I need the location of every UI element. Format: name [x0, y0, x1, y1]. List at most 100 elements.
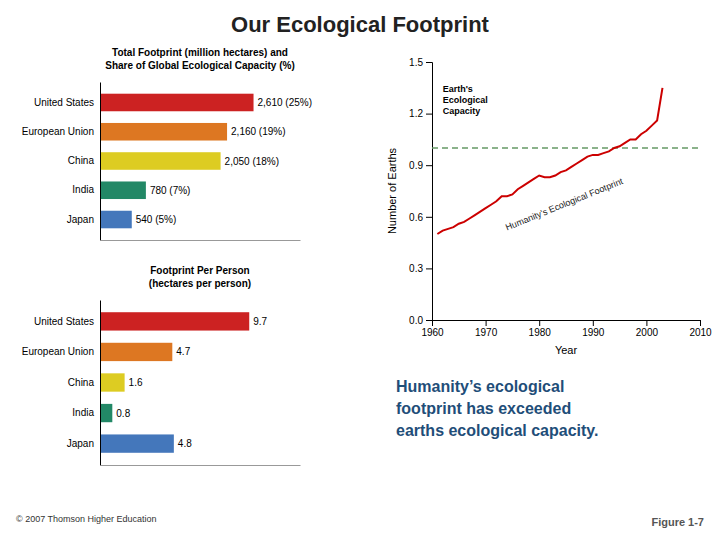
x-tick-label: 1980	[529, 327, 552, 338]
reference-line	[432, 147, 700, 149]
data-label: 4.7	[176, 346, 190, 357]
data-label: 2,160 (19%)	[231, 126, 285, 137]
x-tick-label: 1960	[421, 327, 444, 338]
y-tick-label: 0.3	[409, 263, 423, 274]
y-tick-label: United States	[34, 316, 94, 327]
x-tick: 2000	[636, 320, 659, 338]
y-tick: European Union	[22, 126, 100, 137]
data-label: 2,610 (25%)	[258, 97, 312, 108]
x-tick-mark	[539, 320, 540, 326]
data-label: 9.7	[253, 316, 267, 327]
text-line: Earth's	[443, 84, 473, 94]
y-axis: 0.0 0.3 0.6 0.9 1.2 1.5	[409, 57, 432, 326]
figure-label: Figure 1-7	[651, 516, 704, 528]
y-tick: 0.9	[409, 160, 432, 171]
y-tick: India	[72, 407, 100, 418]
y-tick-mark	[426, 114, 432, 115]
x-axis-line	[101, 240, 301, 241]
x-axis: 1960 1970 1980 1990 2000 2010	[421, 320, 712, 338]
x-tick-label: 1970	[475, 327, 498, 338]
slide-title: Our Ecological Footprint	[231, 12, 490, 37]
slide: Total Footprint (million hectares) andSh…	[0, 0, 720, 540]
plot-marks	[432, 88, 700, 234]
line-chart: 1960 1970 1980 1990 2000 2010 0.0 0.3 0.6 0.9 1.2 1…	[231, 12, 712, 528]
annotation: © 2007 Thomson Higher Education	[16, 514, 157, 524]
x-tick: 1970	[475, 320, 498, 338]
y-axis: United States European Union China India Jap…	[22, 301, 101, 466]
y-tick-mark	[426, 165, 432, 166]
bar	[100, 404, 112, 422]
bar	[100, 94, 254, 112]
annotation: Humanity's Ecological Footprint	[504, 176, 625, 233]
x-tick-mark	[700, 320, 701, 326]
y-tick-label: China	[68, 155, 95, 166]
x-tick-label: 2000	[636, 327, 659, 338]
data-label: 2,050 (18%)	[225, 156, 279, 167]
y-tick: China	[68, 155, 100, 166]
y-axis-line	[100, 83, 101, 241]
text-line: Total Footprint (million hectares) and	[112, 47, 288, 58]
y-tick: European Union	[22, 346, 100, 357]
bar	[100, 434, 174, 452]
data-label: 780 (7%)	[150, 185, 191, 196]
y-tick-mark	[426, 62, 432, 63]
bar	[100, 312, 249, 330]
y-tick: 1.2	[409, 108, 432, 119]
chart-title: Footprint Per Person(hectares per person…	[149, 265, 251, 289]
y-axis-line	[426, 63, 433, 321]
y-axis-line	[100, 301, 101, 466]
bar	[100, 373, 125, 391]
y-tick-mark	[426, 268, 432, 269]
x-tick: 1990	[582, 320, 605, 338]
bar	[100, 181, 146, 199]
line	[437, 88, 662, 234]
y-tick-label: India	[72, 407, 94, 418]
y-tick: United States	[34, 97, 100, 108]
y-tick-label: United States	[34, 97, 94, 108]
y-tick-label: Japan	[67, 214, 94, 225]
x-axis-title: Year	[555, 344, 578, 356]
y-tick-label: 1.2	[409, 108, 423, 119]
data-label: 4.8	[178, 438, 192, 449]
y-tick: India	[72, 184, 100, 195]
annotation: Earth'sEcologicalCapacity	[443, 84, 488, 116]
x-tick-mark	[486, 320, 487, 326]
y-tick-label: 1.5	[409, 57, 423, 68]
y-axis-title: Number of Earths	[386, 147, 398, 234]
y-tick: China	[68, 377, 100, 388]
text-line: footprint has exceeded	[396, 400, 571, 417]
y-tick: 0.3	[409, 263, 432, 274]
y-tick: Japan	[67, 214, 100, 225]
y-tick: United States	[34, 316, 100, 327]
x-tick: 1960	[421, 320, 444, 338]
chart-title: Total Footprint (million hectares) andSh…	[105, 47, 295, 71]
y-tick: 0.0	[409, 315, 432, 326]
text-line: Capacity	[443, 106, 481, 116]
x-axis	[101, 465, 301, 466]
x-tick: 1980	[529, 320, 552, 338]
text-line: (hectares per person)	[149, 278, 251, 289]
x-tick-label: 2010	[689, 327, 712, 338]
y-tick-label: India	[72, 184, 94, 195]
y-tick-label: 0.6	[409, 212, 423, 223]
y-axis: United States European Union China India Jap…	[22, 83, 101, 241]
bar	[100, 152, 221, 170]
bars	[100, 312, 249, 453]
bar	[100, 343, 172, 361]
x-axis-line	[101, 465, 301, 466]
text-line: Ecological	[443, 95, 488, 105]
y-tick-mark	[426, 217, 432, 218]
bar	[100, 211, 132, 229]
y-tick: 1.5	[409, 57, 432, 68]
x-tick-mark	[593, 320, 594, 326]
text-line: earths ecological capacity.	[396, 422, 598, 439]
x-tick-label: 1990	[582, 327, 605, 338]
x-tick: 2010	[689, 320, 712, 338]
bar	[100, 123, 227, 141]
y-tick-label: China	[68, 377, 95, 388]
text-line: Humanity’s ecological	[396, 378, 564, 395]
y-tick-label: Japan	[67, 438, 94, 449]
bar-chart: Footprint Per Person(hectares per person…	[16, 265, 301, 524]
y-tick-label: European Union	[22, 126, 94, 137]
x-tick-mark	[646, 320, 647, 326]
